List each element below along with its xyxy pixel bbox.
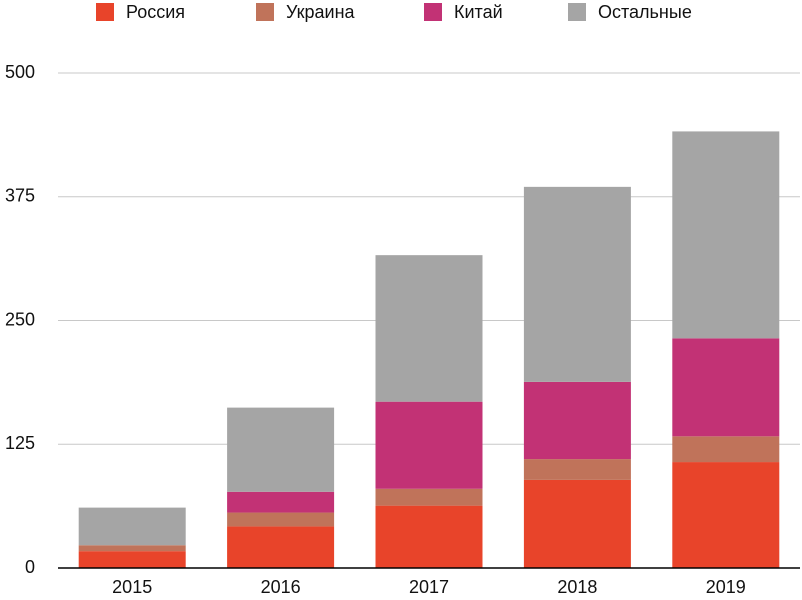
x-tick-label: 2015 <box>112 577 152 597</box>
bar-segment <box>375 488 483 506</box>
bar-segment <box>672 338 780 437</box>
legend-swatch <box>568 3 586 21</box>
bar-segment <box>78 545 186 552</box>
bar-segment <box>523 381 631 460</box>
y-tick-label: 375 <box>5 186 35 206</box>
bar-segment <box>672 436 780 463</box>
bar-segment <box>523 459 631 480</box>
bar-segment <box>78 551 186 568</box>
x-tick-label: 2019 <box>706 577 746 597</box>
y-tick-label: 0 <box>25 557 35 577</box>
y-tick-label: 250 <box>5 309 35 329</box>
legend-label: Украина <box>286 2 356 22</box>
bar-segment <box>375 505 483 568</box>
bar-segment <box>227 512 335 527</box>
bar-segment <box>227 491 335 513</box>
bar-segment <box>227 407 335 492</box>
bar-segment <box>672 131 780 339</box>
legend-label: Остальные <box>598 2 692 22</box>
y-tick-label: 500 <box>5 62 35 82</box>
legend-swatch <box>424 3 442 21</box>
x-tick-label: 2016 <box>261 577 301 597</box>
bar-segment <box>227 526 335 568</box>
legend-swatch <box>256 3 274 21</box>
bar-segment <box>523 479 631 568</box>
y-tick-label: 125 <box>5 433 35 453</box>
bar-segment <box>523 186 631 382</box>
bar-segment <box>375 401 483 489</box>
x-tick-label: 2017 <box>409 577 449 597</box>
legend-label: Китай <box>454 2 503 22</box>
legend-swatch <box>96 3 114 21</box>
legend-label: Россия <box>126 2 185 22</box>
x-tick-label: 2018 <box>557 577 597 597</box>
bar-segment <box>375 255 483 402</box>
bar-segment <box>672 462 780 568</box>
bar-segment <box>78 507 186 546</box>
